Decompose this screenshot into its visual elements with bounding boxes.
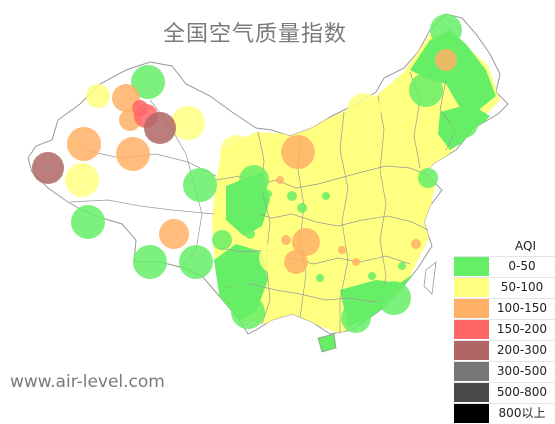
legend-label: 300-500 [496,364,548,378]
aqi-station-circle [450,110,478,138]
site-watermark: www.air-level.com [10,372,165,392]
aqi-station-circle [231,295,265,329]
map-title: 全国空气质量指数 [163,22,348,47]
legend-swatch [454,383,489,402]
aqi-station-circle [276,176,284,184]
aqi-station-circle [322,192,330,200]
aqi-station-circle [171,106,205,140]
legend-label: 100-150 [496,301,548,315]
legend-item: 100-150 [454,298,555,319]
aqi-station-circle [368,272,376,280]
aqi-station-circle [159,219,189,249]
aqi-station-circle [284,250,308,274]
aqi-station-circle [220,135,254,169]
aqi-station-circle [352,258,360,266]
aqi-station-circle [281,135,315,169]
legend-label: 0-50 [508,259,536,273]
aqi-station-circle [341,303,371,333]
aqi-legend: AQI 0-50 50-100 100-150 150-200 200-300 … [454,236,555,424]
aqi-station-circle [377,281,411,315]
taiwan-island [423,261,437,295]
legend-item: 50-100 [454,277,555,298]
legend-swatch [454,299,489,318]
legend-swatch [454,278,489,297]
aqi-station-circle [418,168,438,188]
aqi-station-circle [67,127,101,161]
legend-item: 300-500 [454,361,555,382]
legend-label: 150-200 [496,322,548,336]
aqi-station-circle [71,205,105,239]
aqi-station-circle [316,274,324,282]
aqi-station-circle [144,112,176,144]
hainan-island [317,333,337,353]
aqi-station-circle [245,229,255,239]
aqi-station-circle [227,195,261,229]
aqi-station-circle [212,230,232,250]
aqi-station-circle [131,65,165,99]
aqi-station-circle [32,152,64,184]
aqi-station-circle [435,49,457,71]
china-aqi-map [27,13,509,353]
aqi-station-circle [116,137,150,171]
aqi-station-circle [338,246,346,254]
aqi-station-circle [297,203,307,213]
aqi-station-circle [179,245,213,279]
aqi-station-circle [448,64,476,92]
aqi-station-circle [281,235,291,245]
legend-item: 0-50 [454,256,555,277]
legend-swatch [454,362,489,381]
legend-title: AQI [515,239,536,253]
aqi-station-circle [132,100,148,116]
aqi-station-circle [398,262,406,270]
aqi-station-circle [264,190,272,198]
aqi-station-circle [65,163,99,197]
legend-swatch [454,341,489,360]
legend-swatch [454,320,489,339]
legend-item: 200-300 [454,340,555,361]
aqi-station-circle [430,14,462,46]
aqi-station-circle [239,165,269,195]
aqi-station-circle [347,93,381,127]
aqi-station-circle [183,168,217,202]
legend-label: 500-800 [496,385,548,399]
aqi-station-circle [221,261,251,291]
aqi-station-circle [411,239,421,249]
aqi-station-circle [259,243,289,273]
legend-item: 500-800 [454,382,555,403]
aqi-station-circle [287,191,297,201]
aqi-station-circle [292,228,320,256]
aqi-station-circle [133,245,167,279]
legend-label: 50-100 [500,280,544,294]
legend-item: 800以上 [454,403,555,424]
aqi-station-circle [86,84,110,108]
aqi-station-circle [409,73,443,107]
aqi-stations [32,14,478,333]
legend-swatch [454,257,489,276]
legend-swatch [454,404,489,423]
legend-label: 800以上 [498,406,546,420]
legend-item: 150-200 [454,319,555,340]
legend-label: 200-300 [496,343,548,357]
